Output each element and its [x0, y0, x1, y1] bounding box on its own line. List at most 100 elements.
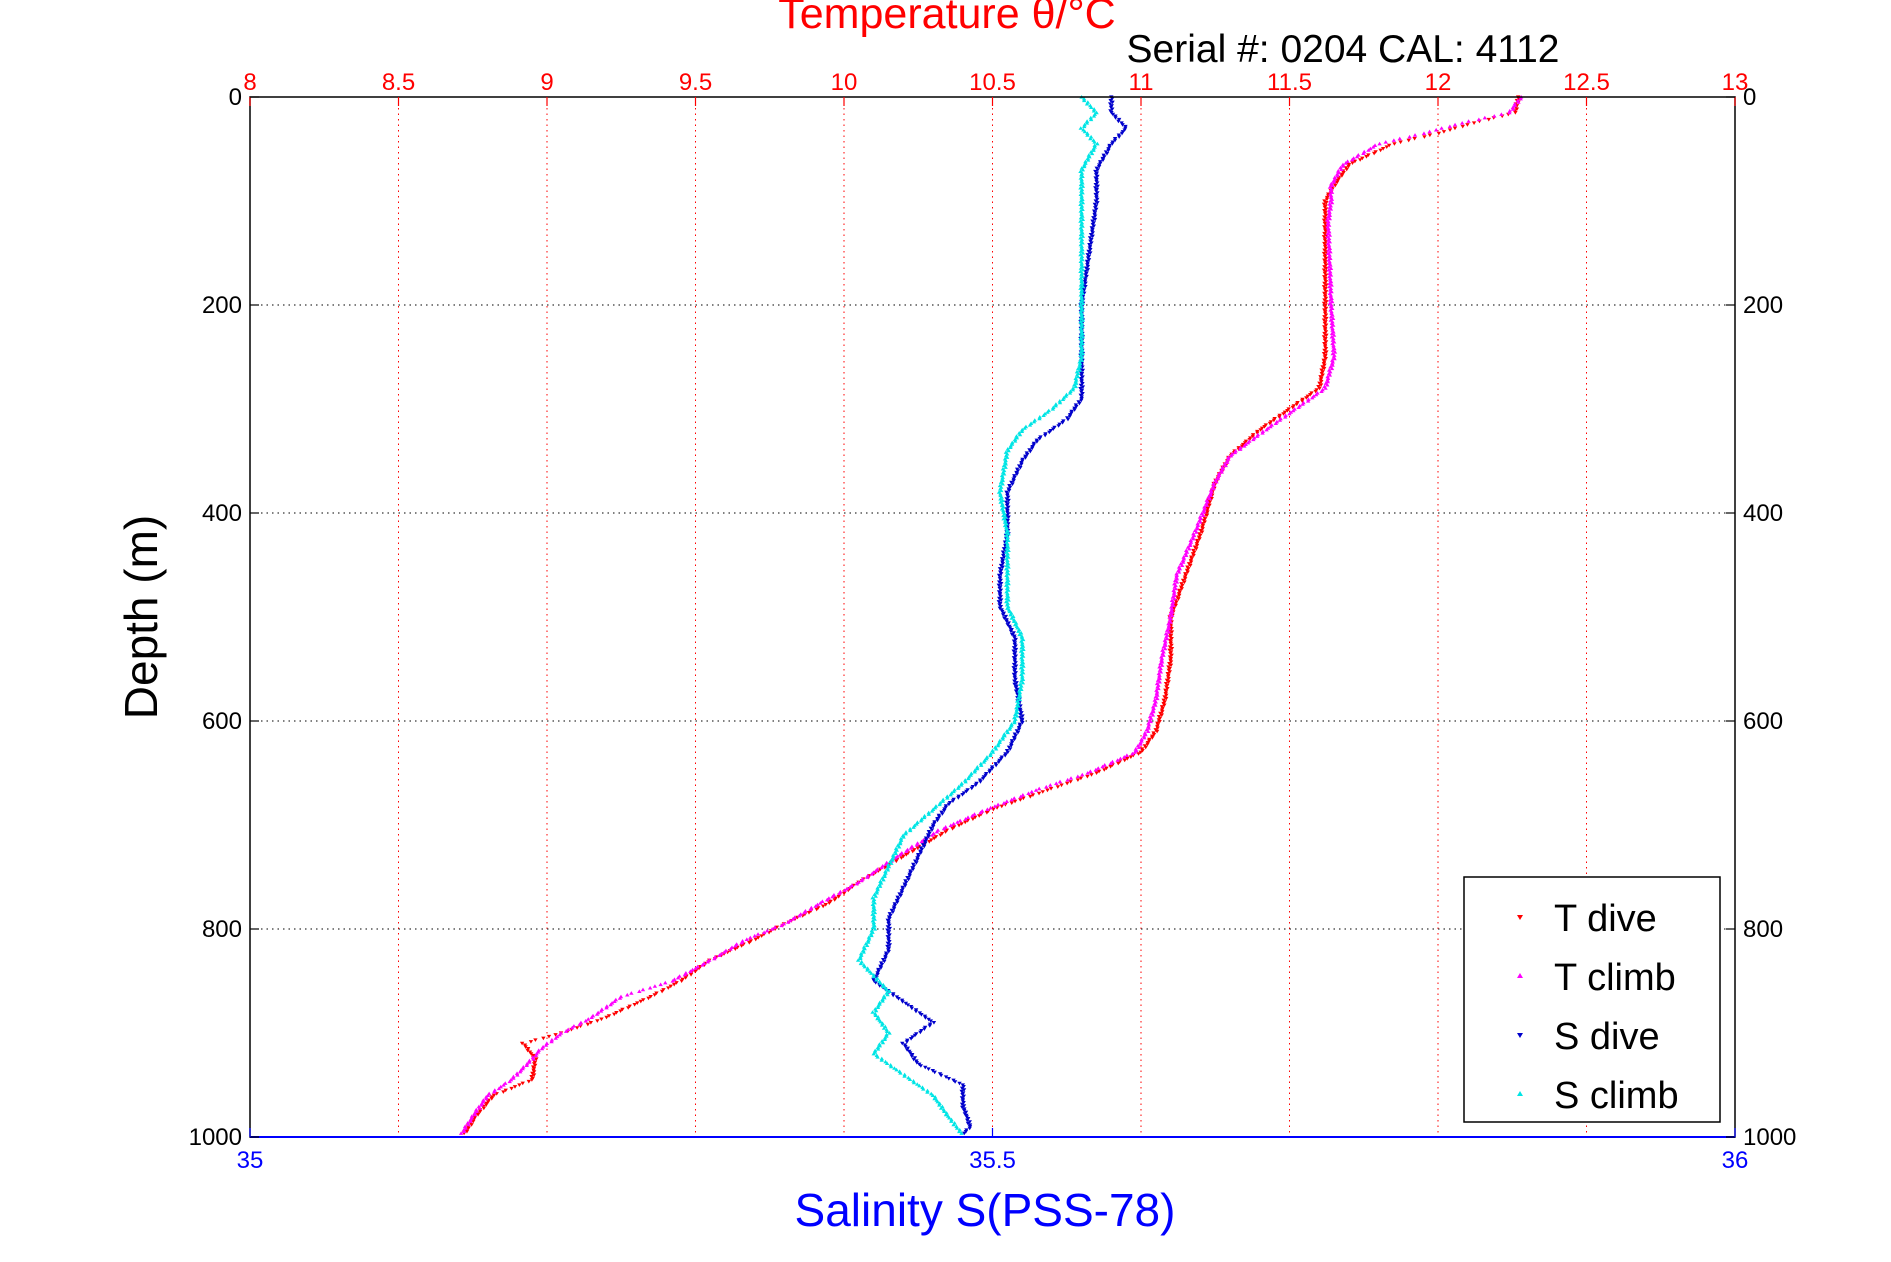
- chart-title: Temperature θ/°C: [778, 0, 1115, 38]
- data-point: [1070, 387, 1076, 392]
- data-point: [705, 959, 710, 964]
- data-point: [1085, 268, 1091, 272]
- data-point: [903, 1045, 908, 1049]
- data-point: [1113, 116, 1118, 120]
- data-point: [1008, 612, 1013, 617]
- data-point: [1020, 674, 1025, 678]
- data-point: [1080, 184, 1086, 188]
- data-point: [1324, 197, 1330, 202]
- data-point: [1346, 164, 1351, 169]
- data-point: [1188, 560, 1194, 565]
- data-point: [1044, 784, 1049, 789]
- data-point: [1392, 142, 1397, 146]
- data-point: [1006, 515, 1011, 520]
- data-point: [1492, 114, 1497, 118]
- data-point: [1047, 430, 1052, 435]
- data-point: [1040, 790, 1045, 794]
- data-point: [1019, 429, 1025, 433]
- data-point: [880, 1021, 885, 1025]
- data-point: [553, 1036, 558, 1040]
- data-point: [1004, 525, 1009, 529]
- data-point: [979, 763, 984, 767]
- data-point: [1329, 190, 1335, 194]
- data-point: [604, 1015, 609, 1020]
- data-point: [1082, 98, 1087, 103]
- data-point: [1085, 158, 1091, 162]
- data-point: [960, 793, 965, 797]
- data-point: [949, 1117, 954, 1122]
- data-point: [904, 1040, 910, 1044]
- data-point: [985, 807, 990, 811]
- data-point: [903, 830, 909, 834]
- data-point: [1083, 284, 1088, 289]
- data-point: [785, 920, 791, 924]
- data-point: [1072, 408, 1077, 412]
- data-point: [965, 1118, 970, 1123]
- data-point: [1080, 217, 1086, 222]
- data-point: [1079, 398, 1084, 403]
- data-point: [875, 1055, 880, 1059]
- data-point: [1034, 440, 1040, 444]
- data-point: [1124, 753, 1130, 757]
- data-point: [872, 1048, 878, 1053]
- data-point: [1330, 348, 1336, 352]
- data-point: [1036, 791, 1042, 796]
- data-point: [1005, 591, 1010, 596]
- data-point: [1094, 110, 1099, 115]
- data-point: [1057, 399, 1062, 403]
- data-point: [1157, 676, 1162, 681]
- data-point: [461, 1127, 467, 1132]
- data-point: [1255, 434, 1260, 438]
- data-point: [549, 1037, 555, 1042]
- data-point: [1008, 443, 1013, 448]
- series-t-climb: [458, 95, 1524, 1135]
- data-point: [629, 991, 634, 995]
- data-point: [1512, 101, 1517, 106]
- data-point: [1002, 733, 1007, 738]
- data-point: [1194, 543, 1200, 548]
- data-point: [893, 855, 899, 860]
- data-point: [1064, 781, 1070, 786]
- data-point: [1080, 234, 1086, 238]
- data-point: [1021, 647, 1026, 652]
- data-point: [1397, 136, 1402, 141]
- data-point: [884, 1061, 890, 1065]
- data-point: [981, 760, 987, 764]
- data-point: [1128, 755, 1134, 759]
- data-point: [1077, 363, 1082, 367]
- data-point: [999, 572, 1004, 576]
- data-point: [772, 925, 778, 929]
- data-point: [957, 1081, 962, 1086]
- data-point: [489, 1097, 494, 1101]
- data-point: [1119, 131, 1125, 136]
- data-point: [779, 923, 784, 928]
- data-point: [945, 796, 950, 800]
- data-point: [583, 1018, 588, 1023]
- data-point: [1089, 105, 1094, 109]
- data-point: [1329, 366, 1335, 371]
- data-point: [1383, 140, 1388, 144]
- data-point: [1173, 603, 1179, 608]
- data-point: [871, 920, 877, 925]
- data-point: [526, 1079, 532, 1084]
- data-point: [1207, 503, 1212, 508]
- data-point: [712, 956, 717, 961]
- data-point: [1012, 720, 1017, 725]
- data-point: [1080, 334, 1086, 339]
- data-point: [1048, 787, 1054, 791]
- data-point: [1078, 299, 1084, 304]
- data-point: [1096, 766, 1101, 770]
- depth-tick-label-left: 1000: [189, 1124, 242, 1151]
- data-point: [966, 776, 971, 781]
- data-point: [1296, 405, 1301, 409]
- data-point: [1006, 565, 1011, 569]
- data-point: [1094, 771, 1099, 775]
- data-point: [1328, 314, 1334, 319]
- data-point: [1000, 613, 1006, 617]
- data-point: [1077, 364, 1083, 369]
- chart-subtitle: Serial #: 0204 CAL: 4112: [1127, 28, 1560, 71]
- data-point: [1108, 765, 1113, 769]
- data-point: [895, 900, 900, 905]
- data-point: [946, 802, 952, 807]
